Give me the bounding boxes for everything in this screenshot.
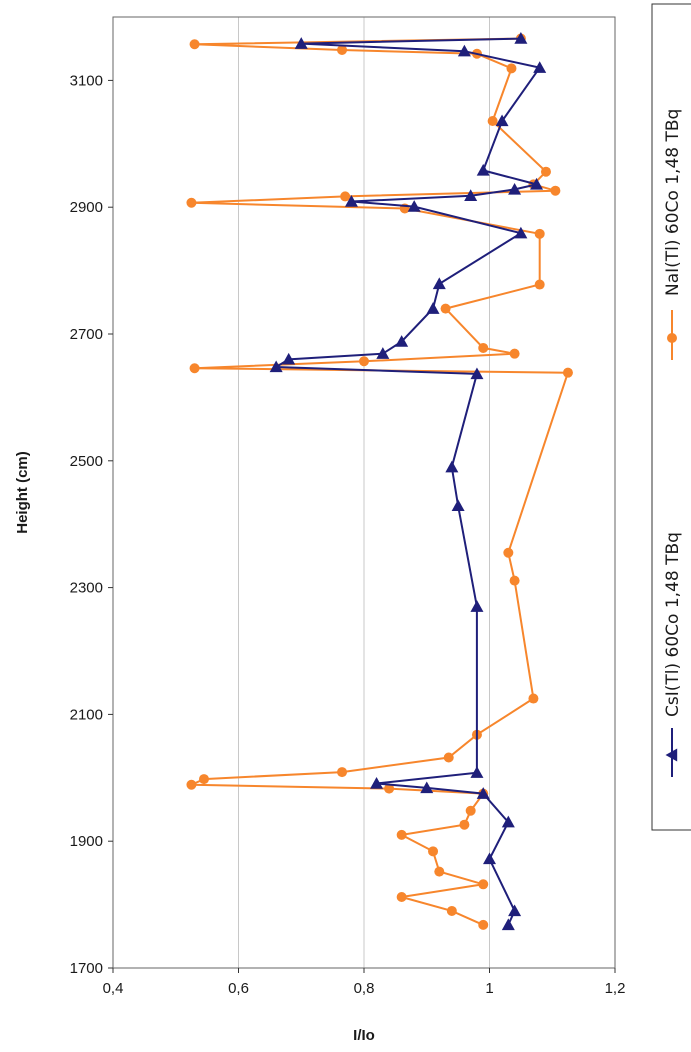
data-point	[395, 335, 409, 347]
data-point	[476, 163, 490, 176]
data-point	[470, 766, 484, 778]
data-point	[376, 347, 390, 359]
data-point	[495, 114, 509, 127]
series-line	[190, 37, 570, 926]
data-point	[432, 277, 446, 290]
y-tick-label: 1700	[70, 960, 103, 977]
y-tick-label: 2100	[70, 706, 103, 723]
data-point	[470, 367, 484, 380]
x-tick-label: 1,2	[605, 980, 626, 997]
legend-label: NaI(Tl) 60Co 1,48 TBq	[663, 109, 683, 296]
y-tick-label: 2500	[70, 453, 103, 470]
data-point	[533, 61, 547, 73]
data-point	[434, 866, 445, 877]
data-point	[186, 197, 197, 208]
data-point	[508, 182, 522, 195]
legend-marker	[667, 333, 677, 343]
data-point	[420, 781, 434, 794]
series-csi	[269, 32, 547, 931]
data-point	[282, 352, 296, 365]
data-point	[396, 829, 407, 840]
legend-marker	[665, 748, 678, 762]
series-group	[186, 32, 573, 931]
data-point	[459, 819, 470, 830]
data-point	[198, 774, 209, 785]
data-point	[337, 44, 348, 55]
data-point	[446, 905, 457, 916]
data-point	[269, 360, 283, 373]
data-point	[528, 693, 539, 704]
legend-item: CsI(Tl) 60Co 1,48 TBq	[663, 532, 683, 777]
data-point	[501, 918, 515, 931]
data-point	[189, 39, 200, 50]
data-point	[487, 115, 498, 126]
data-point	[457, 44, 471, 57]
data-point	[451, 499, 465, 512]
data-point	[186, 779, 197, 790]
data-point	[440, 303, 451, 314]
series-nai	[186, 33, 573, 930]
data-point	[470, 600, 484, 612]
x-tick-label: 0,6	[228, 980, 249, 997]
data-point	[396, 891, 407, 902]
data-point	[540, 166, 551, 177]
data-point	[465, 805, 476, 816]
data-point	[478, 342, 489, 353]
data-point	[509, 575, 520, 586]
data-point	[514, 32, 528, 44]
data-point	[189, 363, 200, 374]
data-point	[534, 228, 545, 239]
data-point	[407, 200, 421, 212]
data-point	[476, 787, 490, 799]
data-point	[464, 189, 478, 201]
legend: NaI(Tl) 60Co 1,48 TBq CsI(Tl) 60Co 1,48 T…	[651, 3, 691, 831]
series-line	[272, 37, 542, 926]
x-tick-label: 1	[485, 980, 493, 997]
grid	[238, 17, 490, 968]
data-point	[384, 783, 395, 794]
data-point	[534, 279, 545, 290]
x-tick-label: 0,8	[354, 980, 375, 997]
data-point	[344, 194, 358, 207]
data-point	[503, 547, 514, 558]
data-point	[514, 226, 528, 239]
data-point	[483, 852, 496, 865]
data-point	[501, 815, 515, 828]
y-tick-label: 1900	[70, 833, 103, 850]
data-point	[337, 767, 348, 778]
y-tick-label: 2300	[70, 580, 103, 597]
data-point	[294, 37, 308, 49]
data-point	[443, 752, 454, 763]
x-axis-title: I/Io	[353, 1027, 375, 1044]
legend-label: CsI(Tl) 60Co 1,48 TBq	[663, 532, 683, 717]
data-point	[478, 919, 489, 930]
data-point	[478, 879, 489, 890]
data-point	[550, 185, 561, 196]
data-point	[340, 191, 351, 202]
y-tick-label: 2900	[70, 199, 103, 216]
data-point	[508, 904, 522, 917]
data-point	[562, 367, 573, 378]
data-point	[428, 846, 439, 857]
data-point	[426, 302, 440, 314]
legend-box	[651, 3, 691, 831]
y-tick-label: 2700	[70, 326, 103, 343]
x-tick-label: 0,4	[103, 980, 124, 997]
data-point	[359, 356, 369, 367]
data-point	[506, 63, 517, 74]
data-point	[530, 177, 544, 190]
y-axis-title: Height (cm)	[14, 451, 31, 534]
axis-ticks: 0,4 0,6 0,8 1 1,2 1700 1900 2100 2300 2500 2700 290…	[70, 72, 626, 997]
data-point	[445, 460, 459, 473]
legend-item: NaI(Tl) 60Co 1,48 TBq	[663, 109, 683, 360]
legend-items: NaI(Tl) 60Co 1,48 TBq CsI(Tl) 60Co 1,48 T…	[663, 109, 683, 777]
data-point	[370, 777, 384, 789]
data-point	[509, 348, 520, 359]
y-tick-label: 3100	[70, 72, 103, 89]
